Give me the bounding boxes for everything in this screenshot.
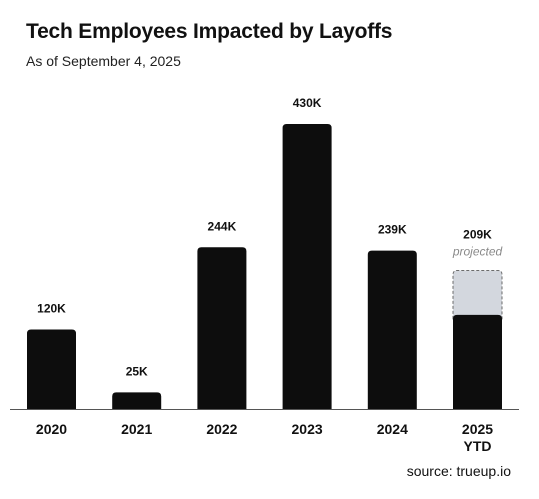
value-label-2024: 239K (378, 223, 407, 237)
projected-bar-2025 (452, 269, 503, 320)
x-tick-label-2022: 2022 (206, 421, 237, 437)
chart-title: Tech Employees Impacted by Layoffs (26, 20, 393, 43)
x-tick-label-2025: 2025 (462, 421, 493, 437)
chart-subtitle: As of September 4, 2025 (26, 53, 181, 69)
x-tick-label-2024: 2024 (377, 421, 408, 437)
value-label-2022: 244K (208, 219, 237, 233)
bar-2022 (197, 247, 247, 409)
value-label-2023: 430K (293, 96, 322, 110)
bar-2021 (112, 392, 162, 409)
value-label-2025: 209K (463, 227, 492, 241)
x-tick-label-2020: 2020 (36, 421, 67, 437)
bar-2023 (282, 124, 332, 409)
value-label-2021: 25K (126, 364, 148, 378)
value-label-2020: 120K (37, 301, 66, 315)
x-tick-sublabel-2025: YTD (464, 438, 492, 454)
projected-annotation: projected (452, 244, 503, 258)
bar-2024 (367, 250, 417, 409)
x-tick-label-2023: 2023 (292, 421, 323, 437)
source-note: source: trueup.io (406, 463, 511, 479)
bar-2020 (27, 329, 76, 409)
x-tick-label-2021: 2021 (121, 421, 152, 437)
bar-2025 (453, 314, 502, 409)
